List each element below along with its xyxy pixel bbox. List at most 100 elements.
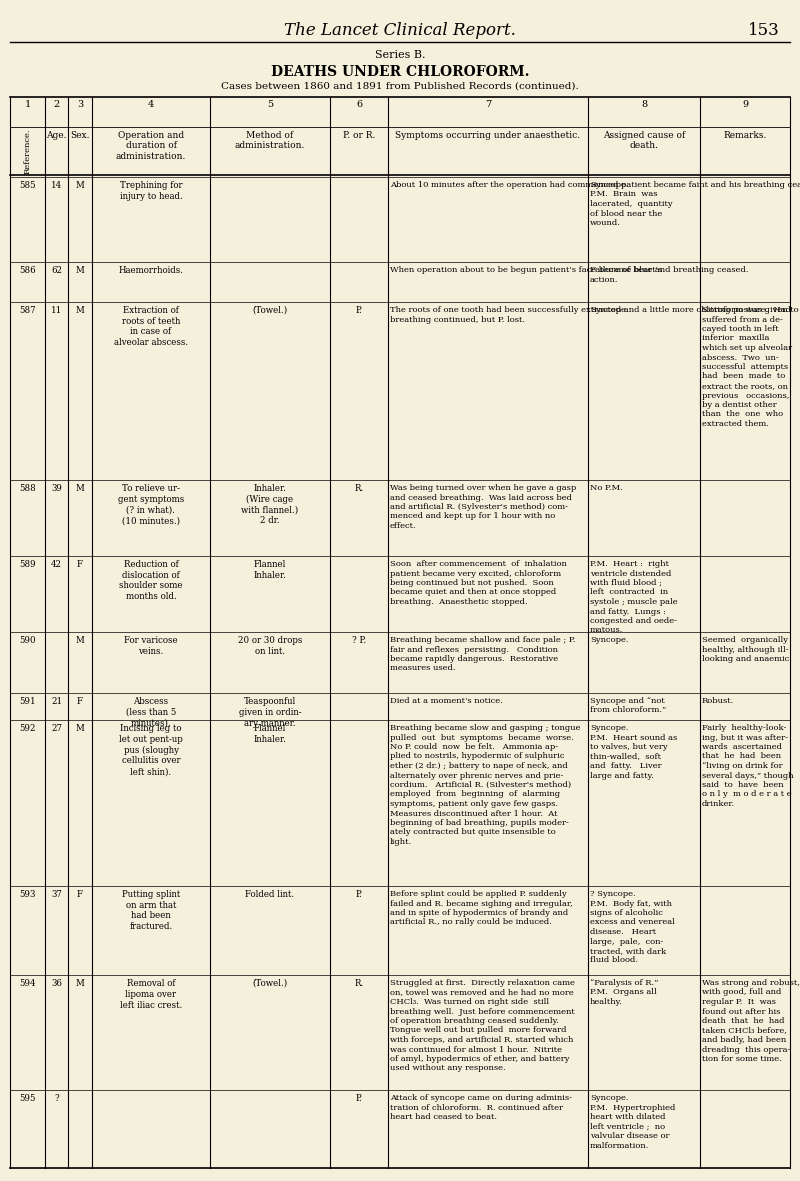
Text: Flannel
Inhaler.: Flannel Inhaler. [254,724,286,744]
Text: P.: P. [356,306,362,315]
Text: P.: P. [356,890,362,899]
Text: Teaspoonful
given in ordin-
ary manner.: Teaspoonful given in ordin- ary manner. [238,697,302,727]
Text: 7: 7 [485,100,491,109]
Text: 8: 8 [641,100,647,109]
Text: Was strong and robust,
with good, full and
regular P.  It  was
found out after h: Was strong and robust, with good, full a… [702,979,800,1063]
Text: 42: 42 [51,560,62,569]
Text: Fairly  healthy-look-
ing, but it was after-
wards  ascertained
that  he  had  b: Fairly healthy-look- ing, but it was aft… [702,724,794,808]
Text: Inhaler.
(Wire cage
with flannel.)
2 dr.: Inhaler. (Wire cage with flannel.) 2 dr. [242,484,298,526]
Text: 20 or 30 drops
on lint.: 20 or 30 drops on lint. [238,637,302,655]
Text: Reduction of
dislocation of
shoulder some
months old.: Reduction of dislocation of shoulder som… [119,560,182,601]
Text: (Towel.): (Towel.) [252,306,288,315]
Text: 592: 592 [19,724,36,733]
Text: 11: 11 [51,306,62,315]
Text: ? P.: ? P. [352,637,366,645]
Text: Cases between 1860 and 1891 from Published Records (continued).: Cases between 1860 and 1891 from Publish… [221,81,579,91]
Text: For varicose
veins.: For varicose veins. [124,637,178,655]
Text: R.: R. [354,979,364,988]
Text: M: M [76,181,84,190]
Text: 589: 589 [19,560,36,569]
Text: No P.M.: No P.M. [590,484,622,492]
Text: Died at a moment's notice.: Died at a moment's notice. [390,697,502,705]
Text: 594: 594 [19,979,36,988]
Text: 62: 62 [51,266,62,275]
Text: Series B.: Series B. [374,50,426,60]
Text: Struggled at first.  Directly relaxation came
on, towel was removed and he had n: Struggled at first. Directly relaxation … [390,979,575,1072]
Text: 39: 39 [51,484,62,492]
Text: Syncope.: Syncope. [590,637,629,644]
Text: (Towel.): (Towel.) [252,979,288,988]
Text: M: M [76,266,84,275]
Text: Breathing became shallow and face pale ; P.
fair and reflexes  persisting.   Con: Breathing became shallow and face pale ;… [390,637,575,672]
Text: 27: 27 [51,724,62,733]
Text: Method of
administration.: Method of administration. [235,131,305,150]
Text: Removal of
lipoma over
left iliac crest.: Removal of lipoma over left iliac crest. [120,979,182,1010]
Text: About 10 minutes after the operation had commenced patient became faint and his : About 10 minutes after the operation had… [390,181,800,189]
Text: “Paralysis of R.”
P.M.  Organs all
healthy.: “Paralysis of R.” P.M. Organs all health… [590,979,658,1006]
Text: Attack of syncope came on during adminis-
tration of chloroform.  R. continued a: Attack of syncope came on during adminis… [390,1094,572,1121]
Text: Syncope and “not
from chloroform.”: Syncope and “not from chloroform.” [590,697,666,715]
Text: Syncope.
P.M.  Brain  was
lacerated,  quantity
of blood near the
wound.: Syncope. P.M. Brain was lacerated, quant… [590,181,673,227]
Text: 588: 588 [19,484,36,492]
Text: 37: 37 [51,890,62,899]
Text: Failure of heart's
action.: Failure of heart's action. [590,266,662,283]
Text: 153: 153 [748,22,780,39]
Text: ? Syncope.
P.M.  Body fat, with
signs of alcoholic
excess and venereal
disease. : ? Syncope. P.M. Body fat, with signs of … [590,890,675,965]
Text: Flannel
Inhaler.: Flannel Inhaler. [254,560,286,580]
Text: F: F [77,890,83,899]
Text: Before splint could be applied P. suddenly
failed and R. became sighing and irre: Before splint could be applied P. sudden… [390,890,573,927]
Text: Symptoms occurring under anaesthetic.: Symptoms occurring under anaesthetic. [395,131,581,141]
Text: P. or R.: P. or R. [343,131,375,141]
Text: M: M [76,484,84,492]
Text: Syncope.: Syncope. [590,306,629,314]
Text: P.: P. [356,1094,362,1103]
Text: 1: 1 [24,100,30,109]
Text: M: M [76,306,84,315]
Text: 6: 6 [356,100,362,109]
Text: 586: 586 [19,266,36,275]
Text: 587: 587 [19,306,36,315]
Text: Seemed  organically
healthy, although ill-
looking and anaemic.: Seemed organically healthy, although ill… [702,637,792,663]
Text: 36: 36 [51,979,62,988]
Text: ?: ? [54,1094,59,1103]
Text: Age.: Age. [46,131,66,141]
Text: 2: 2 [54,100,60,109]
Text: M: M [76,637,84,645]
Text: 4: 4 [148,100,154,109]
Text: Sitting posture.  Had
suffered from a de-
cayed tooth in left
inferior  maxilla
: Sitting posture. Had suffered from a de-… [702,306,792,428]
Text: 21: 21 [51,697,62,706]
Text: 3: 3 [77,100,83,109]
Text: 5: 5 [267,100,273,109]
Text: Soon  after commencement  of  inhalation
patient became very excited, chloroform: Soon after commencement of inhalation pa… [390,560,567,606]
Text: To relieve ur-
gent symptoms
(? in what).
(10 minutes.): To relieve ur- gent symptoms (? in what)… [118,484,184,526]
Text: When operation about to be begun patient's face became blue and breathing ceased: When operation about to be begun patient… [390,266,749,274]
Text: 585: 585 [19,181,36,190]
Text: Breathing became slow and gasping ; tongue
pulled  out  but  symptoms  became  w: Breathing became slow and gasping ; tong… [390,724,581,846]
Text: 590: 590 [19,637,36,645]
Text: Syncope.
P.M.  Heart sound as
to valves, but very
thin-walled,  soft
and  fatty.: Syncope. P.M. Heart sound as to valves, … [590,724,678,779]
Text: F: F [77,697,83,706]
Text: M: M [76,724,84,733]
Text: Operation and
duration of
administration.: Operation and duration of administration… [116,131,186,161]
Text: Abscess
(less than 5
minutes).: Abscess (less than 5 minutes). [126,697,176,727]
Text: Robust.: Robust. [702,697,734,705]
Text: 9: 9 [742,100,748,109]
Text: 591: 591 [19,697,36,706]
Text: Putting splint
on arm that
had been
fractured.: Putting splint on arm that had been frac… [122,890,180,932]
Text: Sex.: Sex. [70,131,90,141]
Text: The Lancet Clinical Report.: The Lancet Clinical Report. [284,22,516,39]
Text: M: M [76,979,84,988]
Text: DEATHS UNDER CHLOROFORM.: DEATHS UNDER CHLOROFORM. [270,65,530,79]
Text: Was being turned over when he gave a gasp
and ceased breathing.  Was laid across: Was being turned over when he gave a gas… [390,484,576,530]
Text: Extraction of
roots of teeth
in case of
alveolar abscess.: Extraction of roots of teeth in case of … [114,306,188,347]
Text: Reference.: Reference. [23,129,31,174]
Text: Syncope.
P.M.  Hypertrophied
heart with dilated
left ventricle ;  no
valvular di: Syncope. P.M. Hypertrophied heart with d… [590,1094,675,1149]
Text: Assigned cause of
death.: Assigned cause of death. [603,131,685,150]
Text: 593: 593 [19,890,36,899]
Text: The roots of one tooth had been successfully extracted and a little more chlorof: The roots of one tooth had been successf… [390,306,800,324]
Text: P.M.  Heart :  right
ventricle distended
with fluid blood ;
left  contracted  in: P.M. Heart : right ventricle distended w… [590,560,678,634]
Text: Incising leg to
let out pent-up
pus (sloughy
cellulitis over
left shin).: Incising leg to let out pent-up pus (slo… [119,724,183,776]
Text: Remarks.: Remarks. [723,131,766,141]
Text: 14: 14 [51,181,62,190]
Text: Folded lint.: Folded lint. [246,890,294,899]
